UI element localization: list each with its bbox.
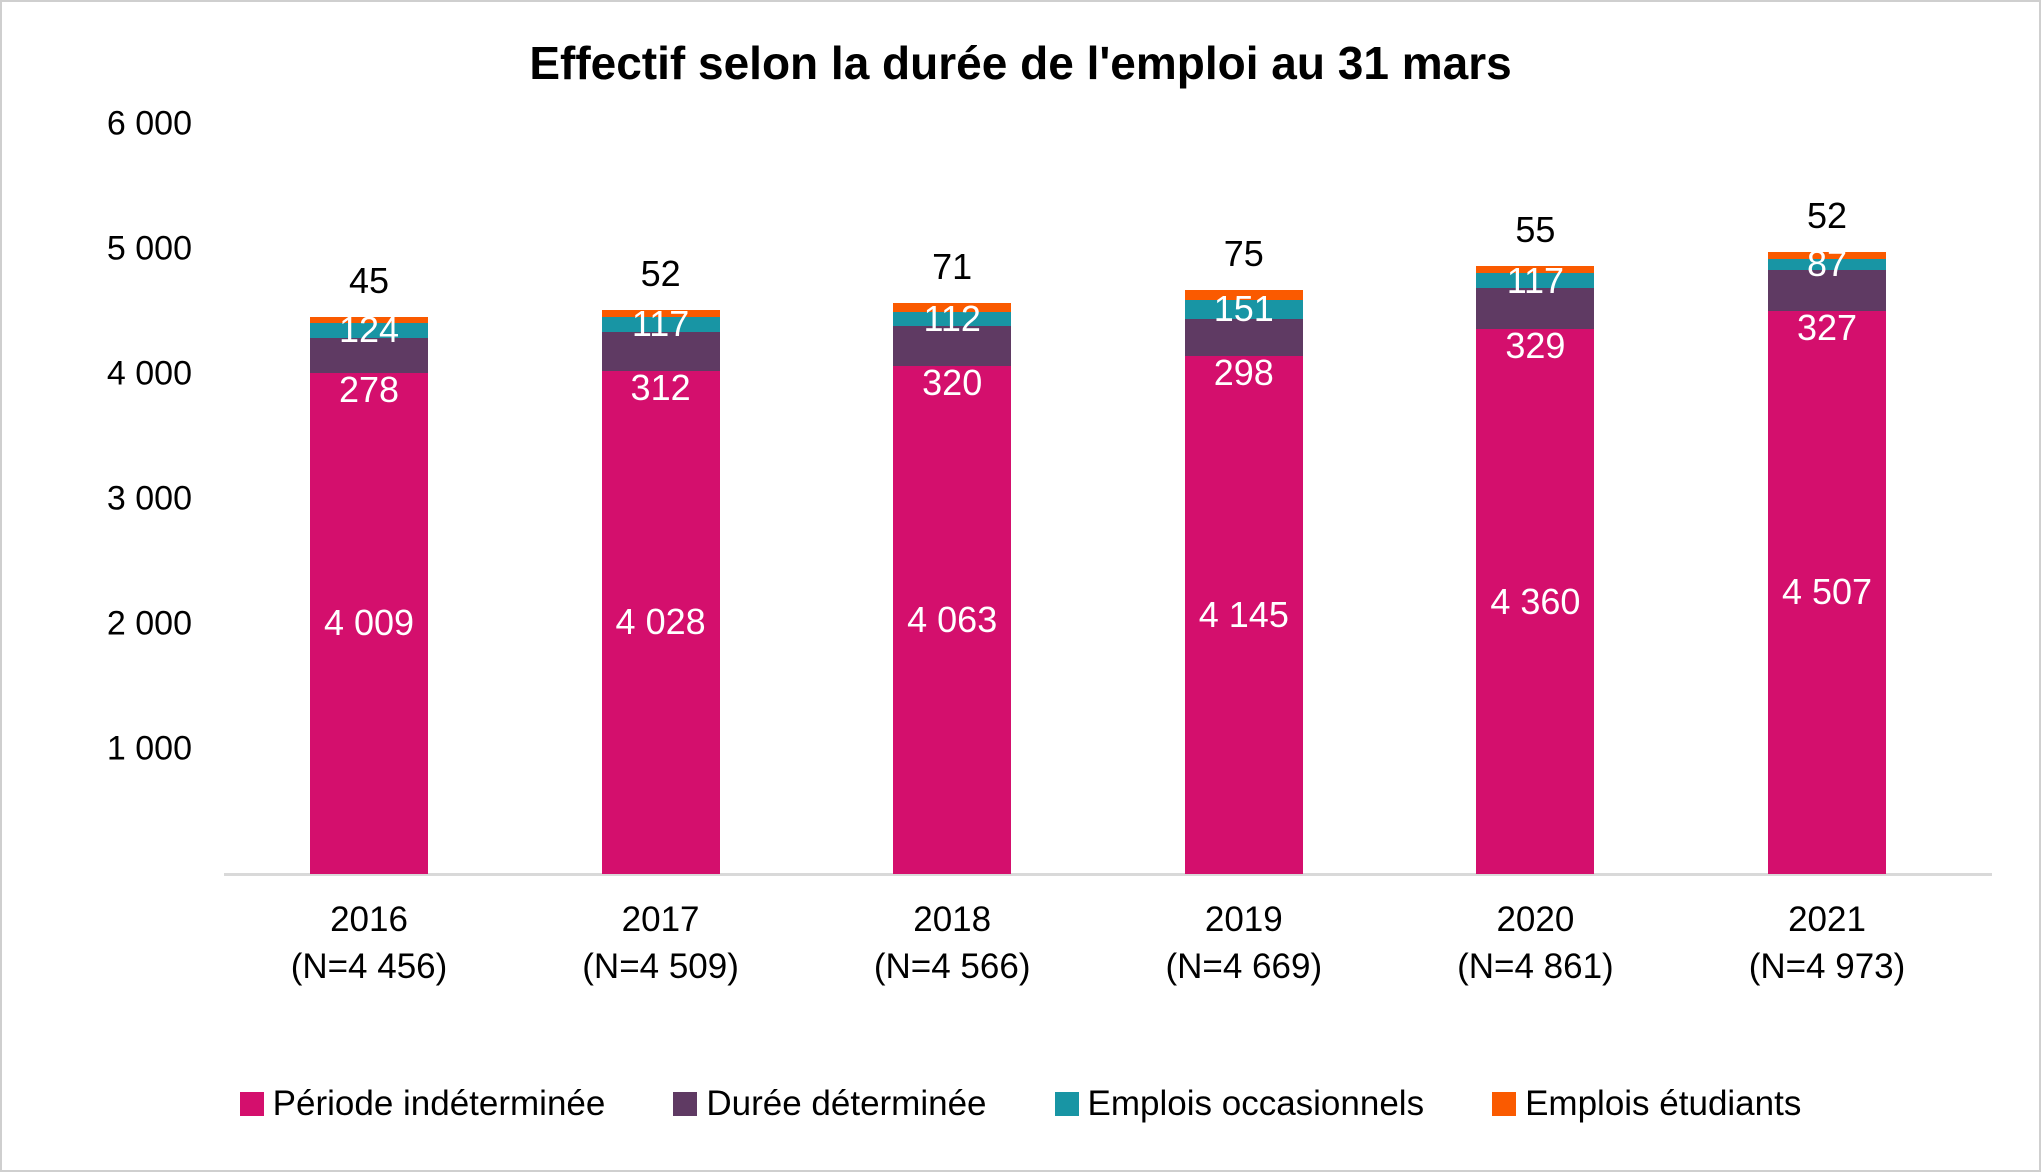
value-label-duree-determinee: 329 [1505, 325, 1566, 366]
bar-segment-duree-determinee [1768, 269, 1886, 311]
x-axis-year-label: 2016 [330, 900, 408, 939]
bar-segment-duree-determinee [1184, 318, 1303, 356]
value-label-emplois-etudiants: 71 [932, 246, 973, 288]
legend-item-emplois-occasionnels: Emplois occasionnels [1054, 1084, 1425, 1124]
y-axis-tick-label: 3 000 [106, 479, 192, 518]
value-label-duree-determinee: 312 [630, 366, 691, 408]
value-label-periode-indeterminee: 4 360 [1490, 580, 1581, 622]
value-label-duree-determinee: 320 [922, 362, 983, 404]
legend: Période indéterminée Durée déterminée Empl… [2, 1084, 2039, 1124]
value-label-emplois-occasionnels: 124 [338, 309, 400, 351]
x-axis-label-2019: 2019 (N=4 669) [1094, 896, 1394, 990]
x-axis-year-label: 2017 [621, 900, 700, 939]
value-label-emplois-occasionnels: 112 [923, 298, 981, 340]
y-axis-tick-label: 6 000 [106, 104, 192, 143]
value-label-emplois-etudiants: 55 [1515, 209, 1556, 251]
bar-segment-periode-indeterminee [893, 366, 1012, 874]
value-label-emplois-occasionnels: 87 [1806, 243, 1848, 285]
legend-label-periode-indeterminee: Période indéterminée [272, 1084, 606, 1123]
value-label-periode-indeterminee: 4 009 [323, 602, 415, 644]
bar-segment-duree-determinee [310, 338, 428, 373]
bar-segment-emplois-occasionnels [601, 316, 720, 332]
bar-segment-periode-indeterminee [1768, 310, 1886, 874]
legend-swatch-icon-emplois-etudiants [1492, 1092, 1517, 1116]
x-axis-n-label: (N=4 566) [873, 947, 1031, 986]
x-axis-year-label: 2020 [1496, 900, 1575, 939]
legend-item-periode-indeterminee: Période indéterminée [239, 1084, 606, 1124]
bar-segment-periode-indeterminee [310, 372, 428, 874]
y-axis-tick-label: 1 000 [106, 729, 192, 768]
bar-segment-periode-indeterminee [1476, 329, 1595, 874]
x-axis-year-label: 2021 [1788, 900, 1866, 939]
legend-item-emplois-etudiants: Emplois étudiants [1492, 1084, 1801, 1124]
bar-segment-emplois-etudiants [1768, 252, 1886, 259]
y-axis-tick-label: 2 000 [106, 604, 192, 643]
value-label-emplois-occasionnels: 117 [1506, 259, 1565, 301]
value-label-duree-determinee: 298 [1213, 351, 1274, 393]
x-axis-label-2018: 2018 (N=4 566) [802, 896, 1102, 990]
value-label-periode-indeterminee: 4 028 [615, 601, 706, 643]
value-label-duree-determinee: 327 [1796, 306, 1858, 348]
bar-segment-duree-determinee [1476, 287, 1595, 329]
x-axis-year-label: 2018 [913, 900, 992, 939]
legend-label-emplois-occasionnels: Emplois occasionnels [1087, 1084, 1425, 1123]
x-axis-n-label: (N=4 973) [1748, 947, 1906, 986]
x-axis-year-label: 2019 [1204, 900, 1283, 939]
x-axis-n-label: (N=4 669) [1165, 947, 1323, 986]
x-axis-label-2020: 2020 (N=4 861) [1385, 896, 1685, 990]
bar-segment-emplois-etudiants [601, 310, 720, 317]
bar-segment-emplois-etudiants [310, 317, 428, 323]
value-label-duree-determinee: 278 [338, 368, 400, 410]
x-axis-label-2021: 2021 (N=4 973) [1677, 896, 1977, 990]
bar-segment-periode-indeterminee [601, 370, 720, 874]
bar-segment-periode-indeterminee [1184, 355, 1303, 874]
legend-swatch-icon-emplois-occasionnels [1054, 1092, 1079, 1116]
bar-segment-duree-determinee [893, 326, 1012, 367]
value-label-emplois-etudiants: 75 [1223, 233, 1264, 275]
x-axis-label-2017: 2017 (N=4 509) [511, 896, 811, 990]
bar-segment-emplois-occasionnels [1768, 258, 1886, 270]
value-label-periode-indeterminee: 4 063 [907, 599, 998, 641]
x-axis-line [224, 873, 1992, 876]
x-axis-n-label: (N=4 861) [1457, 947, 1614, 986]
y-axis-tick-label: 4 000 [106, 354, 192, 393]
bar-segment-duree-determinee [601, 331, 720, 371]
chart-title: Effectif selon la durée de l'emploi au 3… [529, 37, 1512, 89]
legend-label-emplois-etudiants: Emplois étudiants [1525, 1084, 1802, 1123]
bar-segment-emplois-etudiants [893, 303, 1012, 313]
legend-swatch-icon-periode-indeterminee [239, 1092, 264, 1116]
x-axis-label-2016: 2016 (N=4 456) [219, 896, 519, 990]
bar-segment-emplois-etudiants [1184, 290, 1303, 300]
bar-segment-emplois-occasionnels [1184, 299, 1303, 319]
bar-segment-emplois-occasionnels [893, 312, 1012, 327]
legend-swatch-icon-duree-determinee [673, 1092, 698, 1116]
y-axis-tick-label: 5 000 [106, 229, 192, 268]
value-label-emplois-etudiants: 52 [1806, 195, 1848, 237]
value-label-periode-indeterminee: 4 145 [1198, 593, 1289, 635]
value-label-emplois-etudiants: 45 [348, 260, 390, 301]
bar-segment-emplois-occasionnels [1476, 273, 1595, 288]
x-axis-n-label: (N=4 456) [290, 947, 448, 986]
value-label-emplois-occasionnels: 117 [631, 303, 690, 345]
value-label-periode-indeterminee: 4 507 [1781, 571, 1873, 613]
x-axis-n-label: (N=4 509) [582, 947, 739, 986]
legend-item-duree-determinee: Durée déterminée [673, 1084, 987, 1124]
bar-segment-emplois-etudiants [1476, 266, 1595, 274]
value-label-emplois-occasionnels: 151 [1213, 288, 1274, 330]
legend-label-duree-determinee: Durée déterminée [706, 1084, 987, 1123]
value-label-emplois-etudiants: 52 [640, 253, 681, 295]
bar-segment-emplois-occasionnels [310, 322, 428, 339]
